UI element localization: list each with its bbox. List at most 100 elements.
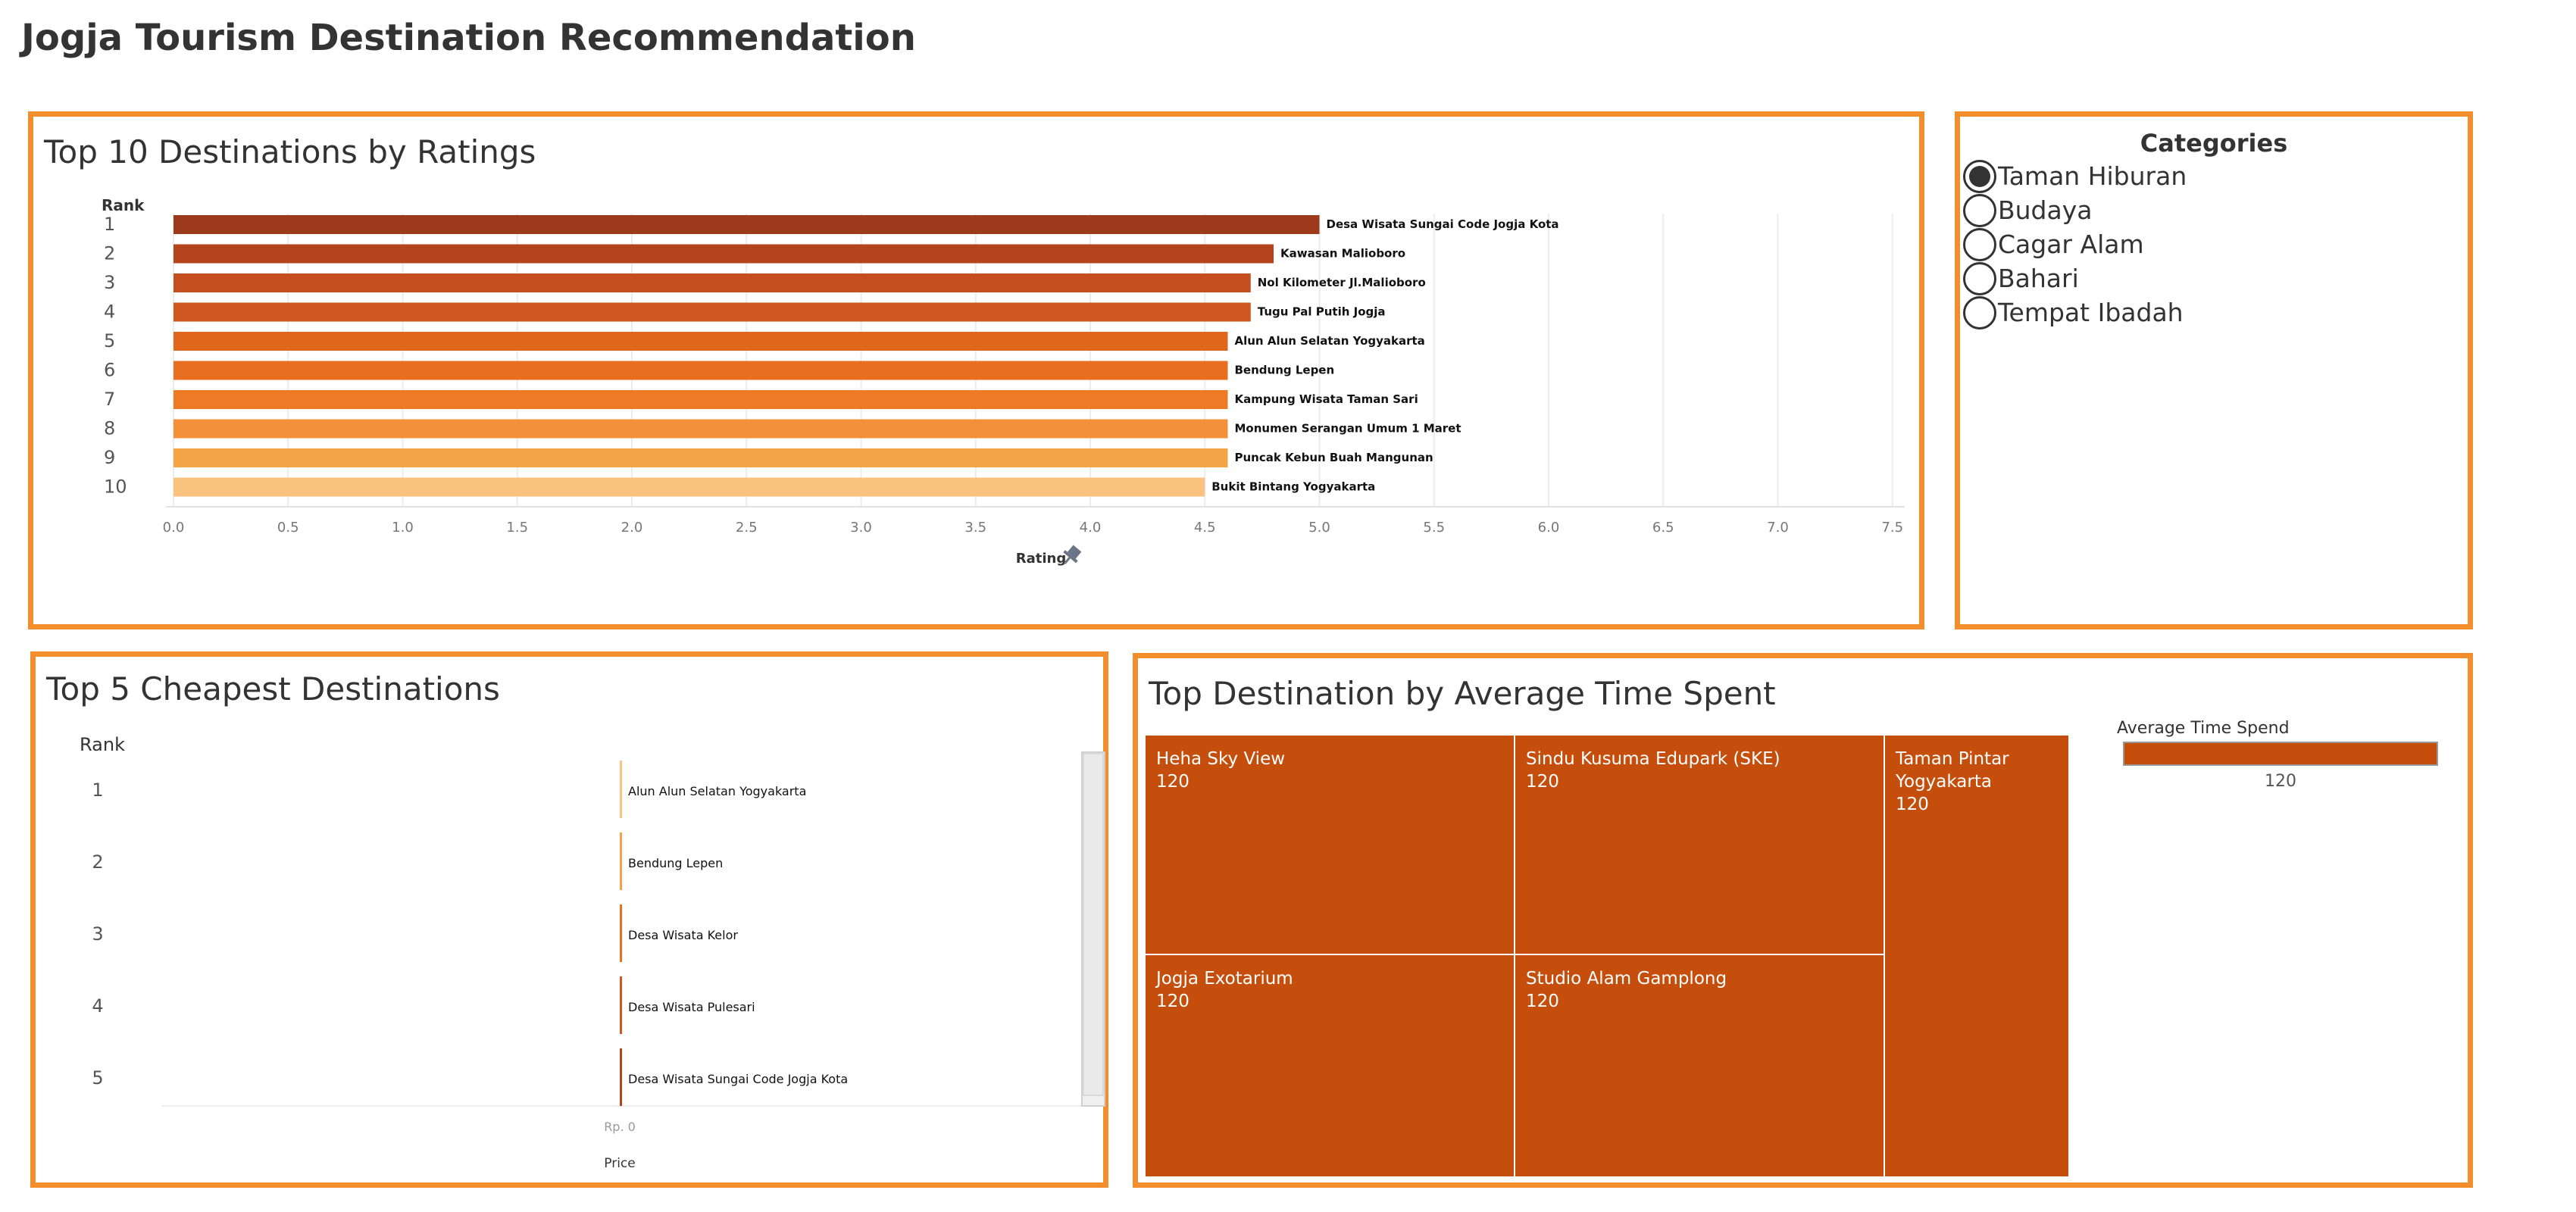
y-tick-label: 8 xyxy=(104,418,115,439)
category-label: Budaya xyxy=(1998,195,2093,225)
page-title: Jogja Tourism Destination Recommendation xyxy=(21,17,916,59)
cheapest-panel-title: Top 5 Cheapest Destinations xyxy=(46,670,500,708)
x-tick-label: 1.0 xyxy=(392,520,414,536)
treemap-cell-name: Sindu Kusuma Edupark (SKE) xyxy=(1526,749,1780,769)
legend-value: 120 xyxy=(2265,772,2296,791)
y-tick-label: 5 xyxy=(104,330,115,351)
time-panel-title: Top Destination by Average Time Spent xyxy=(1149,675,1776,712)
cheapest-bar-chart: Rank 1 Alun Alun Selatan Yogyakarta 2 Bendun… xyxy=(80,734,1105,1171)
radio-button[interactable] xyxy=(1963,261,1996,295)
ratings-panel-title: Top 10 Destinations by Ratings xyxy=(44,133,536,170)
price-bar xyxy=(620,976,622,1034)
bar-data-label: Puncak Kebun Buah Mangunan xyxy=(1235,451,1433,464)
price-bar xyxy=(620,832,622,890)
y-tick-label: 3 xyxy=(92,923,103,945)
y-tick-label: 4 xyxy=(92,995,103,1017)
category-label: Cagar Alam xyxy=(1998,230,2144,259)
y-axis-title: Rank xyxy=(102,196,145,214)
treemap-cell[interactable]: Sindu Kusuma Edupark (SKE) 120 xyxy=(1515,736,1884,954)
x-tick-label: 6.5 xyxy=(1652,520,1674,536)
treemap-cell-name: Taman Pintar Yogyakarta xyxy=(1896,749,2009,792)
x-tick-label: 7.5 xyxy=(1881,520,1903,536)
bar-data-label: Alun Alun Selatan Yogyakarta xyxy=(628,784,806,798)
bar-data-label: Bukit Bintang Yogyakarta xyxy=(1211,480,1375,494)
x-tick-label: 4.5 xyxy=(1194,520,1216,536)
category-option[interactable]: Cagar Alam xyxy=(1963,227,2187,261)
y-tick-label: 7 xyxy=(104,389,115,410)
y-tick-label: 9 xyxy=(104,447,115,468)
radio-button[interactable] xyxy=(1963,227,1996,261)
x-tick-label: 4.0 xyxy=(1080,520,1102,536)
cheapest-panel: Top 5 Cheapest Destinations Rank 1 Alun Al… xyxy=(30,651,1108,1188)
category-option[interactable]: Taman Hiburan xyxy=(1963,159,2187,193)
rating-bar xyxy=(174,244,1274,264)
bar-data-label: Bendung Lepen xyxy=(1235,364,1335,377)
treemap-cell-value: 120 xyxy=(1156,992,1190,1011)
scrollbar-thumb xyxy=(1083,753,1104,1096)
bar-data-label: Desa Wisata Sungai Code Jogja Kota xyxy=(628,1072,848,1086)
rating-bar xyxy=(174,448,1228,467)
treemap-cell-value: 120 xyxy=(1896,795,1929,814)
treemap-cell-value: 120 xyxy=(1526,992,1559,1011)
x-tick-label: 1.5 xyxy=(506,520,528,536)
rating-bar xyxy=(174,273,1251,292)
x-tick-label: 2.0 xyxy=(621,520,643,536)
ratings-bar-chart: 0.0 0.5 1.0 1.5 2.0 2.5 3.0 3.5 4.0 4.5 5.0 5.5 6.0 6… xyxy=(102,196,1905,567)
category-option[interactable]: Bahari xyxy=(1963,261,2187,295)
category-label: Bahari xyxy=(1998,264,2079,293)
category-label: Tempat Ibadah xyxy=(1998,298,2184,327)
legend-color-bar xyxy=(2123,742,2438,766)
y-tick-label: 3 xyxy=(104,272,115,293)
category-option[interactable]: Tempat Ibadah xyxy=(1963,295,2187,330)
y-tick-label: 1 xyxy=(104,214,115,235)
bar-data-label: Bendung Lepen xyxy=(628,856,723,870)
category-option[interactable]: Budaya xyxy=(1963,193,2187,227)
treemap-cell[interactable]: Jogja Exotarium 120 xyxy=(1146,955,1514,1176)
y-tick-label: 2 xyxy=(92,851,103,873)
rating-bar xyxy=(174,215,1320,234)
time-panel: Top Destination by Average Time Spent He… xyxy=(1133,653,2473,1188)
radio-button[interactable] xyxy=(1963,159,1996,193)
x-tick-label: 5.5 xyxy=(1423,520,1445,536)
price-bar xyxy=(620,1048,622,1106)
bar-data-label: Tugu Pal Putih Jogja xyxy=(1258,305,1386,319)
rating-bar xyxy=(174,390,1228,409)
radio-button[interactable] xyxy=(1963,193,1996,227)
category-label: Taman Hiburan xyxy=(1998,161,2187,191)
treemap-cell[interactable]: Studio Alam Gamplong 120 xyxy=(1515,955,1884,1176)
treemap-cell-value: 120 xyxy=(1156,772,1190,792)
radio-button[interactable] xyxy=(1963,295,1996,330)
treemap-cell[interactable]: Heha Sky View 120 xyxy=(1146,736,1514,954)
treemap-cell-value: 120 xyxy=(1526,772,1559,792)
categories-panel: Categories Taman Hiburan Budaya Cagar Alam… xyxy=(1955,111,2473,629)
treemap-cell[interactable]: Taman Pintar Yogyakarta 120 xyxy=(1885,736,2068,1176)
rating-bar xyxy=(174,419,1228,439)
x-axis-title: Price xyxy=(604,1156,635,1171)
x-tick-label: 2.5 xyxy=(736,520,758,536)
pin-icon xyxy=(1063,545,1082,564)
bar-data-label: Desa Wisata Kelor xyxy=(628,928,738,942)
bar-data-label: Kampung Wisata Taman Sari xyxy=(1235,392,1418,406)
bar-data-label: Desa Wisata Pulesari xyxy=(628,1000,755,1014)
x-tick-label: 0.0 xyxy=(163,520,185,536)
y-tick-label: 5 xyxy=(92,1067,103,1089)
x-tick-label: 6.0 xyxy=(1538,520,1560,536)
y-tick-label: 10 xyxy=(104,476,127,498)
time-treemap: Heha Sky View 120 Sindu Kusuma Edupark (… xyxy=(1146,736,2079,1176)
y-tick-label: 1 xyxy=(92,779,103,801)
x-tick-label: 3.5 xyxy=(964,520,986,536)
x-tick-label: 0.5 xyxy=(277,520,299,536)
y-tick-label: 4 xyxy=(104,301,115,323)
bar-data-label: Monumen Serangan Umum 1 Maret xyxy=(1235,422,1462,436)
rating-bar xyxy=(174,332,1228,351)
x-tick-label: 3.0 xyxy=(850,520,872,536)
bar-data-label: Desa Wisata Sungai Code Jogja Kota xyxy=(1327,217,1559,231)
bar-data-label: Nol Kilometer Jl.Malioboro xyxy=(1258,276,1426,289)
treemap-cell-name: Jogja Exotarium xyxy=(1156,969,1293,989)
rating-bar xyxy=(174,302,1251,322)
y-tick-label: 2 xyxy=(104,243,115,264)
price-bar xyxy=(620,761,622,818)
categories-title: Categories xyxy=(2140,129,2288,158)
rating-bar xyxy=(174,477,1205,497)
x-axis-title: Rating xyxy=(1016,551,1066,567)
